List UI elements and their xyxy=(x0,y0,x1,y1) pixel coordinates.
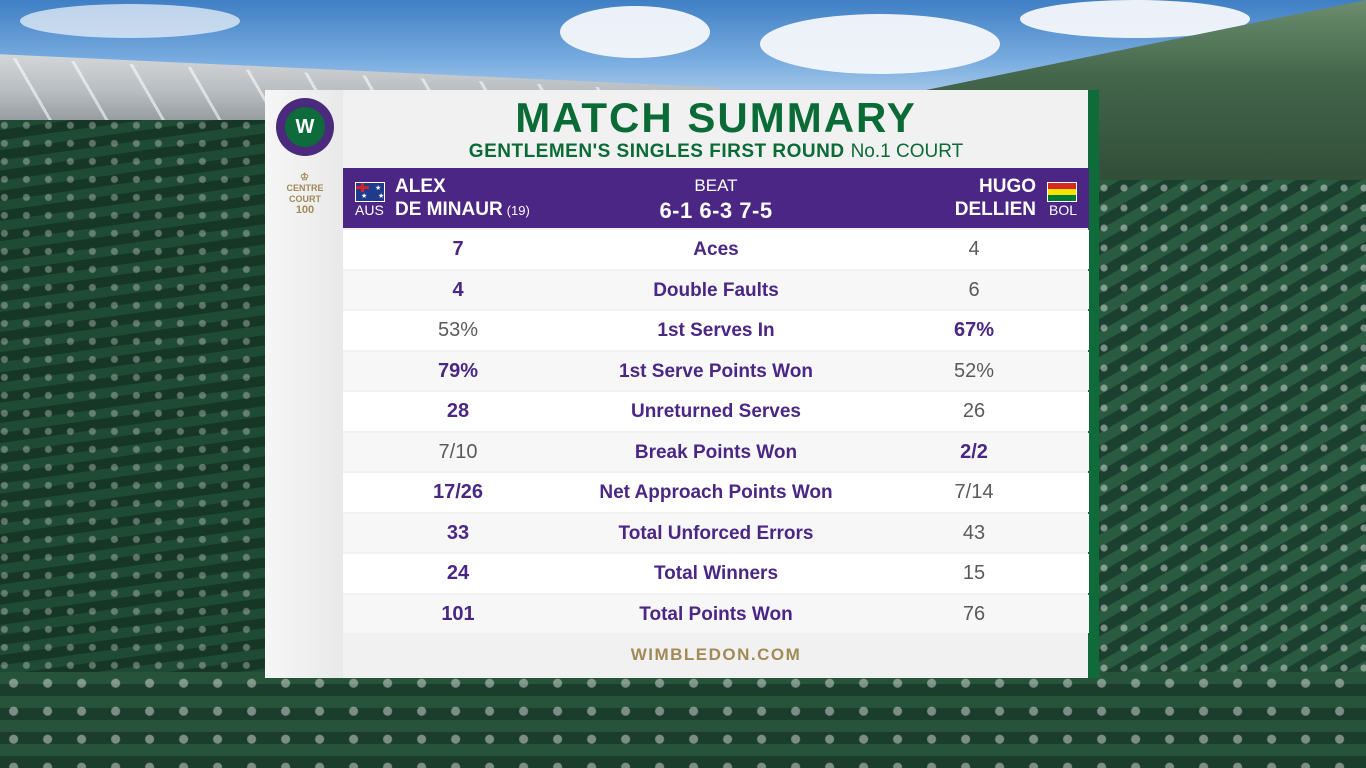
match-score: 6-1 6-3 7-5 xyxy=(659,198,773,223)
stat-label: Unreturned Serves xyxy=(630,401,801,422)
stat-label: Total Points Won xyxy=(639,603,793,625)
player1-country: AUS xyxy=(355,202,384,218)
player1-stat: 24 xyxy=(446,562,470,584)
player1-stat: 4 xyxy=(452,278,464,301)
player1-stat: 79% xyxy=(437,359,479,382)
player1-stat: 53% xyxy=(437,319,479,341)
stat-row: 53% 1st Serves In 67% xyxy=(343,311,1089,350)
stat-row: 101 Total Points Won 76 xyxy=(343,594,1089,633)
player2-stat: 15 xyxy=(962,562,986,584)
centre-court-line3: 100 xyxy=(295,204,315,216)
stand-bottom xyxy=(0,672,1366,768)
star-icon: ★ xyxy=(361,193,368,200)
player1-stat: 17/26 xyxy=(432,481,484,503)
crown-icon: ♔ xyxy=(300,172,310,183)
player2-stat: 76 xyxy=(962,602,986,625)
star-icon: ★ xyxy=(375,185,382,192)
player2-stat: 7/14 xyxy=(954,481,994,503)
panel-edge xyxy=(1088,90,1099,678)
player2-country: BOL xyxy=(1048,202,1077,218)
court-name: No.1 COURT xyxy=(850,141,964,162)
player1-surname: DE MINAUR xyxy=(395,199,503,220)
round-name: GENTLEMEN'S SINGLES FIRST ROUND xyxy=(468,141,845,162)
player1-stat: 7/10 xyxy=(438,440,478,463)
player2-stat: 67% xyxy=(953,319,995,341)
stat-row: 4 Double Faults 6 xyxy=(343,270,1089,309)
stat-label: Total Unforced Errors xyxy=(618,522,814,544)
logo-column xyxy=(265,90,343,678)
stand-left xyxy=(0,120,290,768)
player1-last-name: DE MINAUR (19) xyxy=(395,199,530,221)
player1-stat: 33 xyxy=(446,521,470,544)
stat-label: Break Points Won xyxy=(634,441,798,463)
bolivia-flag-icon xyxy=(1047,182,1077,202)
player1-stat: 101 xyxy=(441,602,475,625)
cloud xyxy=(20,4,240,38)
stat-row: 7 Aces 4 xyxy=(343,230,1089,269)
cloud xyxy=(560,6,710,58)
stat-label: Double Faults xyxy=(653,279,779,301)
stat-row: 17/26 Net Approach Points Won 7/14 xyxy=(343,473,1089,512)
stats-table: 7 Aces 4 4 Double Faults 6 53% 1st Serves In 6… xyxy=(343,230,1089,635)
stat-row: 33 Total Unforced Errors 43 xyxy=(343,513,1089,552)
stat-label: 1st Serve Points Won xyxy=(619,360,813,382)
centre-court-line1: CENTRE xyxy=(286,183,324,193)
stat-row: 79% 1st Serve Points Won 52% xyxy=(343,351,1089,390)
stat-row: 24 Total Winners 15 xyxy=(343,554,1089,593)
australia-flag-icon: ★ ★ ★ xyxy=(355,182,385,202)
player2-stat: 52% xyxy=(953,359,995,382)
crossed-rackets-icon: W xyxy=(285,107,325,147)
player2-stat: 43 xyxy=(962,521,986,544)
stand-right xyxy=(1098,180,1366,768)
player2-last-name: DELLIEN xyxy=(954,199,1036,220)
website-link[interactable]: WIMBLEDON.COM xyxy=(630,645,802,664)
stat-label: Total Winners xyxy=(653,563,779,584)
player2-stat: 26 xyxy=(962,400,986,422)
player2-stat: 4 xyxy=(968,238,980,260)
player1-stat: 28 xyxy=(446,400,470,422)
player1-seed: (19) xyxy=(506,203,530,218)
centre-court-line2: COURT xyxy=(289,194,321,204)
result-word: BEAT xyxy=(694,176,738,195)
player2-first-name: HUGO xyxy=(979,176,1036,197)
player1-stat: 7 xyxy=(452,238,464,260)
stat-label: Net Approach Points Won xyxy=(599,482,833,503)
championships-logo-icon: W xyxy=(276,98,334,156)
centre-court-100-logo: ♔ CENTRE COURT 100 xyxy=(278,172,332,216)
cloud xyxy=(760,14,1000,74)
player1-first-name: ALEX xyxy=(395,176,446,197)
union-jack-icon xyxy=(356,183,369,192)
round-subtitle: GENTLEMEN'S SINGLES FIRST ROUND No.1 COUR… xyxy=(343,141,1089,163)
match-result-header: ★ ★ ★ AUS ALEX DE MINAUR (19) BEAT 6-1 6-… xyxy=(343,168,1089,228)
stat-label: Aces xyxy=(693,239,739,260)
stat-row: 7/10 Break Points Won 2/2 xyxy=(343,432,1089,471)
stat-label: 1st Serves In xyxy=(657,320,775,341)
star-icon: ★ xyxy=(378,193,385,200)
player2-stat: 6 xyxy=(968,278,980,301)
player2-stat: 2/2 xyxy=(960,440,988,463)
stat-row: 28 Unreturned Serves 26 xyxy=(343,392,1089,431)
page-title: MATCH SUMMARY xyxy=(515,94,917,141)
